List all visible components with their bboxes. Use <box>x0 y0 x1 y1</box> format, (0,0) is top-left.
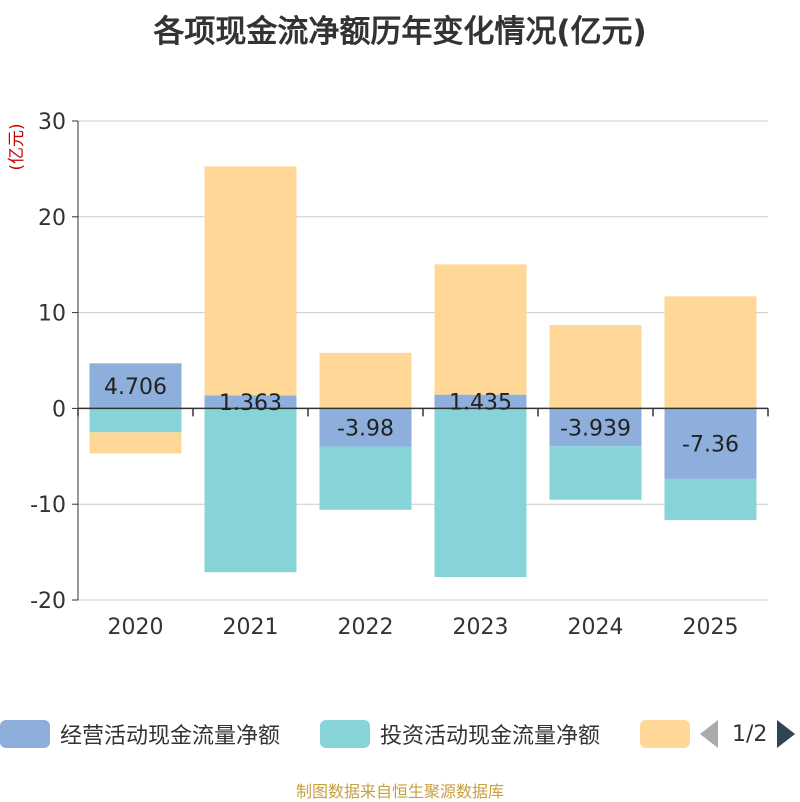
data-label-2023: 1.435 <box>449 391 512 416</box>
bar-operating-2025 <box>664 408 757 479</box>
pager-prev-icon[interactable] <box>700 720 718 748</box>
data-label-2020: 4.706 <box>104 375 167 400</box>
bar-financing-2024 <box>549 325 642 409</box>
y-axis-label: (亿元) <box>7 123 27 170</box>
legend: 经营活动现金流量净额 投资活动现金流量净额 1/2 <box>0 714 800 754</box>
legend-item-financing[interactable] <box>640 714 690 754</box>
y-tick-label--10: -10 <box>30 493 66 518</box>
bar-financing-2021 <box>204 166 297 396</box>
y-tick-label-20: 20 <box>38 206 66 231</box>
bar-investing-2020 <box>89 408 182 433</box>
x-tick-label-2022: 2022 <box>338 615 394 640</box>
x-tick-label-2024: 2024 <box>568 615 624 640</box>
bar-investing-2023 <box>434 408 527 578</box>
chart-title: 各项现金流净额历年变化情况(亿元) <box>153 14 647 50</box>
bar-operating-2020 <box>89 363 182 409</box>
bar-investing-2025 <box>664 478 757 521</box>
pager-next-icon[interactable] <box>777 720 796 748</box>
source-note: 制图数据来自恒生聚源数据库 <box>295 782 504 801</box>
legend-label-operating: 经营活动现金流量净额 <box>60 724 281 749</box>
legend-swatch-investing <box>320 720 370 748</box>
bar-financing-2020 <box>89 432 182 454</box>
legend-label-investing: 投资活动现金流量净额 <box>380 724 601 749</box>
data-label-2022: -3.98 <box>337 416 394 441</box>
data-label-2021: 1.363 <box>219 391 282 416</box>
bar-investing-2021 <box>204 408 297 573</box>
y-tick-label-10: 10 <box>38 302 66 327</box>
legend-swatch-financing <box>640 720 690 748</box>
bar-operating-2021 <box>204 395 297 409</box>
bar-financing-2025 <box>664 296 757 409</box>
y-tick-label-0: 0 <box>52 397 66 422</box>
x-tick-label-2021: 2021 <box>223 615 279 640</box>
bar-operating-2022 <box>319 408 412 447</box>
x-tick-label-2020: 2020 <box>108 615 164 640</box>
x-tick-label-2023: 2023 <box>453 615 509 640</box>
data-label-2024: -3.939 <box>560 416 631 441</box>
bar-financing-2023 <box>434 264 527 395</box>
bar-investing-2022 <box>319 446 412 510</box>
bar-financing-2022 <box>319 352 412 409</box>
legend-pager: 1/2 <box>700 714 796 754</box>
bar-operating-2024 <box>549 408 642 447</box>
bar-operating-2023 <box>434 394 527 409</box>
pager-page-text: 1/2 <box>732 721 768 747</box>
y-tick-label-30: 30 <box>38 110 66 135</box>
y-tick-label--20: -20 <box>30 589 66 614</box>
legend-item-operating[interactable]: 经营活动现金流量净额 <box>0 714 280 754</box>
x-tick-label-2025: 2025 <box>683 615 739 640</box>
legend-item-investing[interactable]: 投资活动现金流量净额 <box>320 714 600 754</box>
legend-swatch-operating <box>0 720 50 748</box>
chart-canvas: -20 -10 0 10 20 30 (亿元) 4.706 1.363 -3.98 1.435 -3.… <box>7 110 769 640</box>
data-label-2025: -7.36 <box>682 433 739 458</box>
bar-investing-2024 <box>549 446 642 500</box>
